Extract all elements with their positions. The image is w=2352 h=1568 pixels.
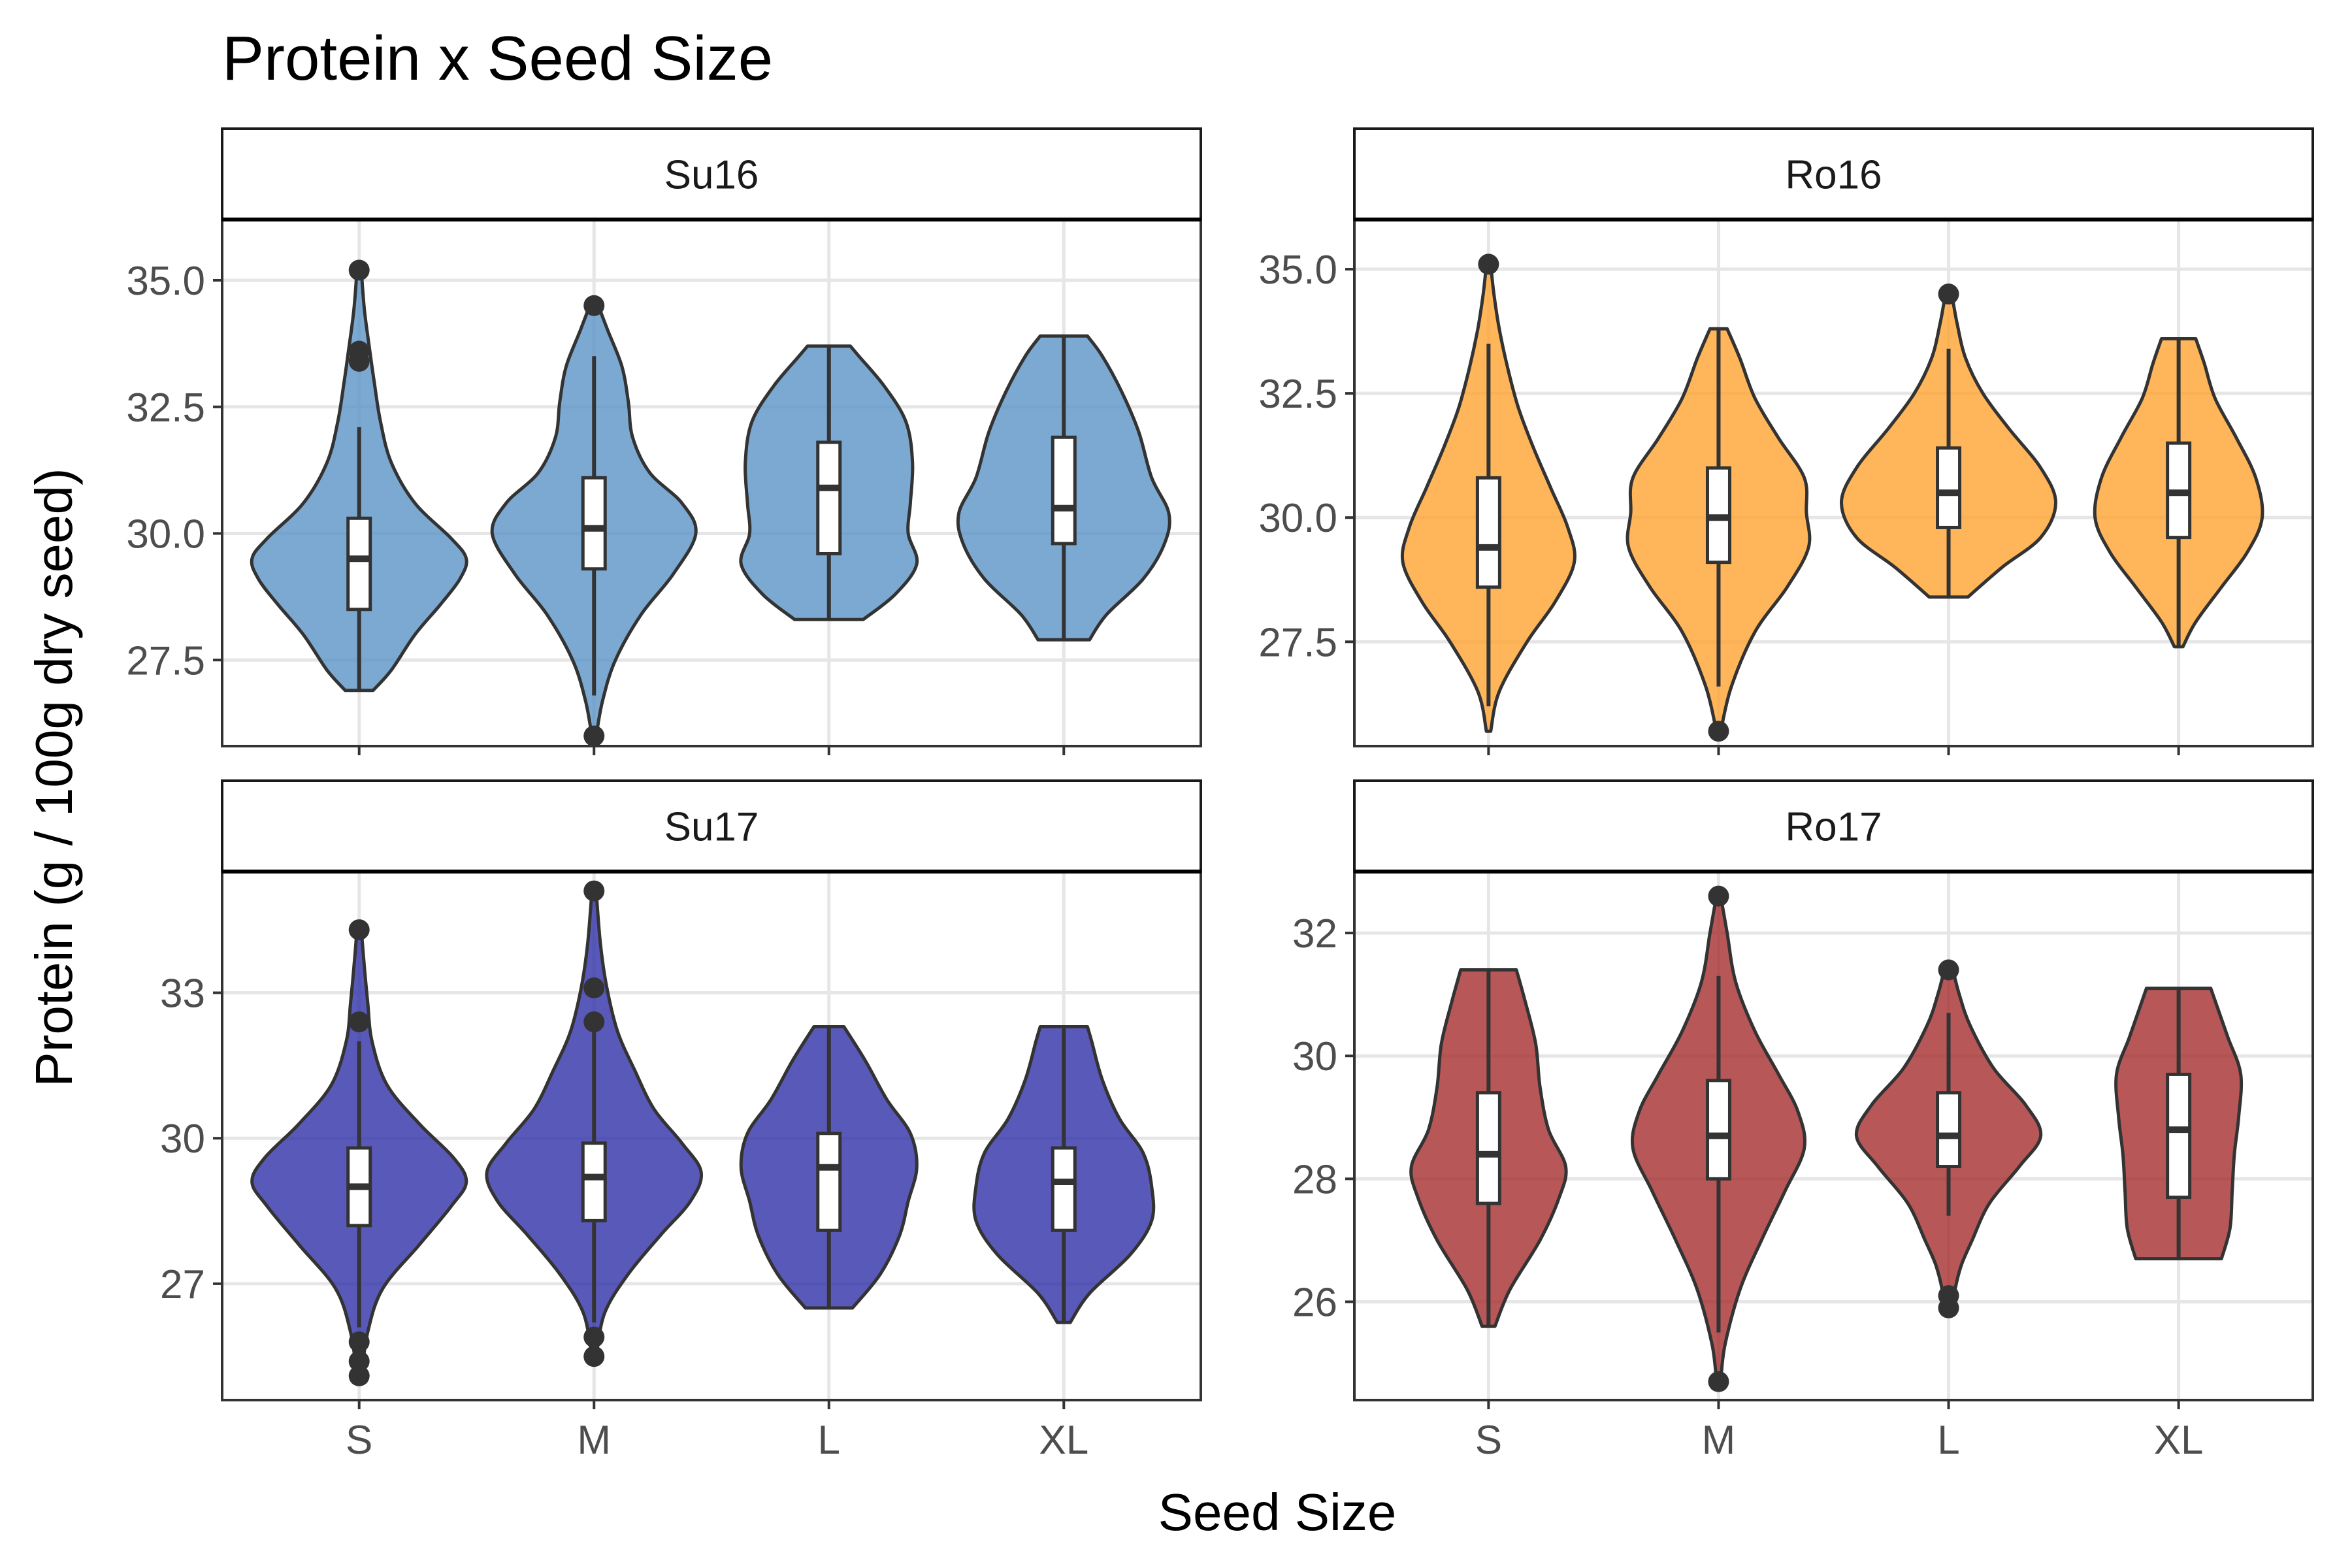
- x-tick-label: XL: [1039, 1418, 1088, 1463]
- outlier-point: [583, 880, 605, 902]
- outlier-point: [583, 977, 605, 999]
- box-iqr: [1936, 446, 1962, 529]
- outlier-point: [348, 919, 370, 941]
- outlier-point: [1938, 959, 1959, 981]
- outlier-point: [1708, 1371, 1729, 1392]
- outlier-point: [1478, 253, 1499, 275]
- outlier-point: [348, 1365, 370, 1386]
- outlier-point: [348, 259, 370, 281]
- y-axis-title: Protein (g / 100g dry seed): [25, 468, 83, 1086]
- y-tick-label: 32.5: [126, 385, 205, 431]
- violin-xl: [956, 334, 1171, 642]
- box-iqr: [816, 440, 842, 555]
- x-tick-label: M: [577, 1418, 611, 1463]
- outlier-point: [583, 295, 605, 316]
- outlier-point: [583, 1326, 605, 1348]
- violin-l: [1840, 284, 2057, 599]
- panel-su17: Su17 27 30 33 S M L XL: [160, 779, 1202, 1463]
- y-tick-label: 27.5: [126, 638, 205, 683]
- strip-label-ro16: Ro16: [1785, 153, 1882, 198]
- y-tick-label: 32: [1292, 911, 1337, 956]
- x-tick-label: XL: [2154, 1418, 2204, 1463]
- outlier-point: [1938, 1285, 1959, 1307]
- box-iqr: [1705, 1079, 1731, 1181]
- box-iqr: [1936, 1091, 1962, 1169]
- y-tick-label: 27: [160, 1262, 205, 1307]
- strip-label-su16: Su16: [664, 153, 759, 198]
- outlier-point: [1938, 284, 1959, 305]
- violin-s: [1409, 968, 1568, 1328]
- box-iqr: [1475, 476, 1501, 589]
- violin-xl: [972, 1025, 1156, 1324]
- outlier-point: [348, 1350, 370, 1372]
- strip-background: [221, 127, 1202, 221]
- y-tick-label: 27.5: [1258, 620, 1337, 665]
- violin-xl: [2093, 337, 2264, 649]
- violin-m: [1625, 327, 1812, 742]
- y-tick-label: 30.0: [1258, 496, 1337, 541]
- strip-background: [1353, 127, 2314, 221]
- x-axis-title: Seed Size: [1158, 1483, 1397, 1541]
- y-tick-label: 35.0: [1258, 248, 1337, 293]
- outlier-point: [348, 340, 370, 362]
- strip-label-ro17: Ro17: [1785, 805, 1882, 850]
- y-tick-label: 28: [1292, 1157, 1337, 1202]
- box-iqr: [2166, 1072, 2192, 1200]
- violin-xl: [2114, 987, 2244, 1261]
- y-tick-label: 32.5: [1258, 372, 1337, 417]
- panel-su16: Su16 27.5 30.0 32.5 35.0: [126, 127, 1202, 755]
- outlier-point: [583, 1346, 605, 1367]
- box-iqr: [346, 516, 372, 612]
- panel-ro17: Ro17 26 28 30 32 S M L XL: [1292, 779, 2314, 1463]
- violin-l: [739, 344, 919, 621]
- box-iqr: [1051, 1146, 1077, 1232]
- x-tick-label: L: [818, 1418, 840, 1463]
- violin-m: [485, 880, 704, 1367]
- strip-background: [221, 779, 1202, 873]
- violin-s: [250, 259, 468, 693]
- violin-l: [1854, 959, 2043, 1318]
- outlier-point: [348, 1331, 370, 1352]
- panels-container: Su16 27.5 30.0 32.5 35.0 Ro16 27.5 30.0 32.5 35.0…: [126, 127, 2314, 1463]
- strip-label-su17: Su17: [664, 805, 759, 850]
- outlier-point: [1708, 885, 1729, 907]
- box-iqr: [1475, 1091, 1501, 1205]
- violin-m: [490, 295, 698, 747]
- x-tick-label: M: [1702, 1418, 1736, 1463]
- x-tick-label: S: [1475, 1418, 1502, 1463]
- x-tick-label: S: [346, 1418, 372, 1463]
- outlier-point: [1708, 721, 1729, 742]
- y-tick-label: 26: [1292, 1280, 1337, 1325]
- y-tick-label: 30.0: [126, 512, 205, 557]
- violin-l: [739, 1025, 919, 1310]
- box-iqr: [1051, 435, 1077, 546]
- chart-title: Protein x Seed Size: [222, 24, 773, 93]
- box-iqr: [816, 1132, 842, 1232]
- panel-ro16: Ro16 27.5 30.0 32.5 35.0: [1258, 127, 2314, 755]
- box-iqr: [581, 1141, 607, 1222]
- box-iqr: [581, 476, 607, 571]
- violin-s: [1400, 253, 1576, 733]
- y-tick-label: 35.0: [126, 259, 205, 304]
- outlier-point: [348, 1011, 370, 1033]
- y-tick-label: 30: [160, 1117, 205, 1162]
- x-tick-label: L: [1937, 1418, 1959, 1463]
- violin-m: [1631, 885, 1806, 1392]
- violin-s: [250, 919, 468, 1386]
- outlier-point: [583, 725, 605, 747]
- outlier-point: [583, 1011, 605, 1033]
- y-tick-label: 30: [1292, 1034, 1337, 1079]
- y-tick-label: 33: [160, 972, 205, 1017]
